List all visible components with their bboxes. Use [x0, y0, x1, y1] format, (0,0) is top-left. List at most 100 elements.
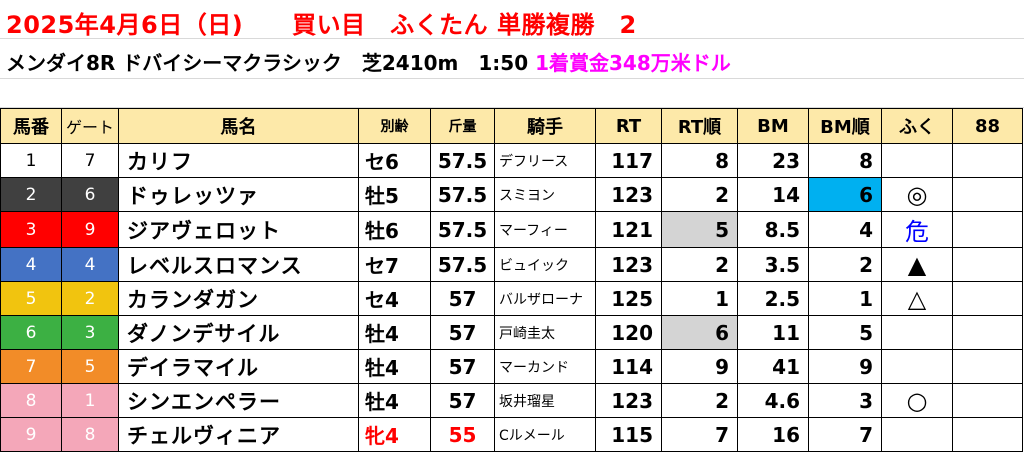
horse-name-cell: シンエンペラー	[118, 383, 359, 418]
bm-rank-cell: 8	[808, 143, 882, 178]
col-88-cell	[952, 281, 1023, 316]
bm-rank-cell: 2	[808, 247, 882, 282]
horse-number-cell: 7	[0, 349, 62, 384]
table-row: 8 1 シンエンペラー 牡4 57 坂井瑠星 123 2 4.6 3 ○	[0, 383, 1023, 418]
bm-cell: 4.6	[737, 383, 809, 418]
gate-cell: 9	[61, 211, 119, 248]
mark-cell	[881, 143, 953, 178]
weight-cell: 55	[430, 417, 495, 452]
col-sex-age: 別齢	[358, 108, 431, 144]
race-info: メンダイ8R ドバイシーマクラシック 芝2410m 1:50 1着賞金348万米…	[6, 47, 731, 76]
col-88-cell	[952, 211, 1023, 248]
sex-age-cell: 牡4	[358, 383, 431, 418]
gate-cell: 5	[61, 349, 119, 384]
col-88-cell	[952, 349, 1023, 384]
col-num: 馬番	[0, 108, 62, 144]
weight-cell: 57	[430, 315, 495, 350]
rt-cell: 117	[595, 143, 662, 178]
rt-rank-cell: 2	[661, 383, 738, 418]
bm-rank-cell: 6	[808, 177, 882, 212]
jockey-cell: デフリース	[494, 143, 596, 178]
sex-age-cell: セ4	[358, 281, 431, 316]
sex-age-cell: 牝4	[358, 417, 431, 452]
table-row: 1 7 カリフ セ6 57.5 デフリース 117 8 23 8	[0, 143, 1023, 178]
rt-cell: 115	[595, 417, 662, 452]
col-gate: ゲート	[61, 108, 119, 144]
rt-rank-cell: 2	[661, 177, 738, 212]
horse-name-cell: ジアヴェロット	[118, 211, 359, 248]
sex-age-cell: 牡6	[358, 211, 431, 248]
jockey-cell: ビュイック	[494, 247, 596, 282]
race-prize: 1着賞金348万米ドル	[535, 51, 731, 75]
horse-number-cell: 1	[0, 143, 62, 178]
rt-rank-cell: 9	[661, 349, 738, 384]
rt-rank-cell: 8	[661, 143, 738, 178]
table-row: 5 2 カランダガン セ4 57 バルザローナ 125 1 2.5 1 △	[0, 281, 1023, 316]
gate-cell: 8	[61, 417, 119, 452]
mark-cell: ○	[881, 383, 953, 418]
bm-cell: 14	[737, 177, 809, 212]
mark-cell	[881, 349, 953, 384]
horse-name-cell: ダノンデサイル	[118, 315, 359, 350]
jockey-cell: バルザローナ	[494, 281, 596, 316]
mark-cell: ▲	[881, 247, 953, 282]
spacer-row	[0, 79, 1024, 108]
rt-rank-cell: 5	[661, 211, 738, 248]
col-name: 馬名	[118, 108, 359, 144]
bm-cell: 16	[737, 417, 809, 452]
weight-cell: 57	[430, 349, 495, 384]
table-row: 3 9 ジアヴェロット 牡6 57.5 マーフィー 121 5 8.5 4 危	[0, 211, 1023, 248]
table-header-row: 馬番 ゲート 馬名 別齢 斤量 騎手 RT RT順 BM BM順 ふく 88	[0, 108, 1023, 144]
title-bar: 2025年4月6日（日) 買い目 ふくたん 単勝複勝 2	[0, 0, 1024, 39]
col-bm: BM	[737, 108, 809, 144]
bm-rank-cell: 1	[808, 281, 882, 316]
mark-cell	[881, 315, 953, 350]
col-88-cell	[952, 417, 1023, 452]
horse-number-cell: 6	[0, 315, 62, 350]
col-88: 88	[952, 108, 1023, 144]
bm-cell: 41	[737, 349, 809, 384]
bm-cell: 3.5	[737, 247, 809, 282]
bm-rank-cell: 5	[808, 315, 882, 350]
bm-rank-cell: 7	[808, 417, 882, 452]
horse-number-cell: 4	[0, 247, 62, 282]
rt-cell: 125	[595, 281, 662, 316]
table-row: 6 3 ダノンデサイル 牡4 57 戸崎圭太 120 6 11 5	[0, 315, 1023, 350]
table-row: 7 5 デイラマイル 牡4 57 マーカンド 114 9 41 9	[0, 349, 1023, 384]
col-88-cell	[952, 247, 1023, 282]
horse-table-body: 馬番 ゲート 馬名 別齢 斤量 騎手 RT RT順 BM BM順 ふく 88 1…	[0, 108, 1023, 452]
sex-age-cell: セ7	[358, 247, 431, 282]
mark-cell: 危	[881, 211, 953, 248]
rt-rank-cell: 7	[661, 417, 738, 452]
sex-age-cell: 牡4	[358, 315, 431, 350]
horse-name-cell: カランダガン	[118, 281, 359, 316]
bm-cell: 2.5	[737, 281, 809, 316]
rt-cell: 120	[595, 315, 662, 350]
race-name: メンダイ8R ドバイシーマクラシック 芝2410m 1:50	[6, 51, 536, 75]
horse-table: 馬番 ゲート 馬名 別齢 斤量 騎手 RT RT順 BM BM順 ふく 88 1…	[0, 108, 1023, 452]
bm-rank-cell: 9	[808, 349, 882, 384]
rt-rank-cell: 1	[661, 281, 738, 316]
horse-name-cell: レベルスロマンス	[118, 247, 359, 282]
col-bm-rank: BM順	[808, 108, 882, 144]
horse-number-cell: 5	[0, 281, 62, 316]
gate-cell: 4	[61, 247, 119, 282]
page-title: 2025年4月6日（日) 買い目 ふくたん 単勝複勝 2	[6, 11, 637, 39]
jockey-cell: 坂井瑠星	[494, 383, 596, 418]
col-88-cell	[952, 383, 1023, 418]
mark-cell	[881, 417, 953, 452]
horse-number-cell: 9	[0, 417, 62, 452]
horse-number-cell: 3	[0, 211, 62, 248]
gate-cell: 1	[61, 383, 119, 418]
horse-number-cell: 2	[0, 177, 62, 212]
col-mark: ふく	[881, 108, 953, 144]
table-row: 4 4 レベルスロマンス セ7 57.5 ビュイック 123 2 3.5 2 ▲	[0, 247, 1023, 282]
rt-cell: 121	[595, 211, 662, 248]
jockey-cell: マーカンド	[494, 349, 596, 384]
col-jockey: 騎手	[494, 108, 596, 144]
col-88-cell	[952, 143, 1023, 178]
weight-cell: 57.5	[430, 211, 495, 248]
rt-cell: 123	[595, 177, 662, 212]
sex-age-cell: 牡4	[358, 349, 431, 384]
bm-rank-cell: 4	[808, 211, 882, 248]
